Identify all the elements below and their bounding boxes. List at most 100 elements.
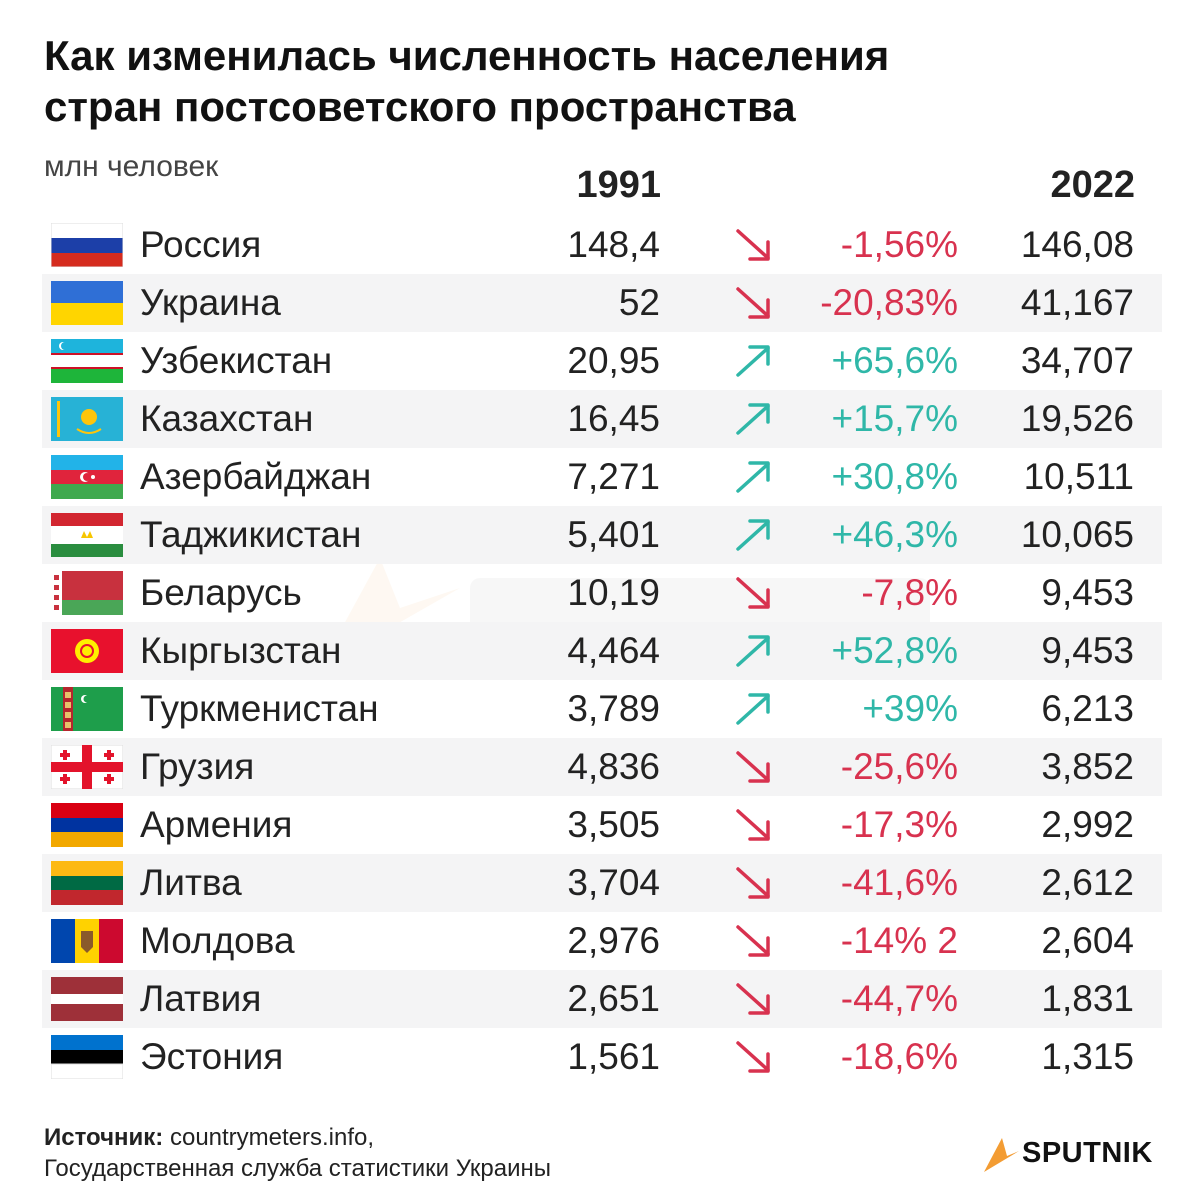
value-2022: 6,213 xyxy=(1041,688,1134,729)
arrow-up-right-icon xyxy=(732,342,776,380)
arrow-down-right-icon xyxy=(732,806,776,844)
value-1991: 148,4 xyxy=(567,224,660,265)
percent-change: -20,83% xyxy=(820,282,958,323)
table-row: Армения 3,505 -17,3% 2,992 xyxy=(42,796,1162,854)
lithuania-flag xyxy=(51,861,123,905)
country-name: Казахстан xyxy=(140,398,314,439)
value-1991: 4,836 xyxy=(567,746,660,787)
percent-change: +65,6% xyxy=(831,340,958,381)
arrow-down-right-icon xyxy=(732,1038,776,1076)
value-1991: 3,704 xyxy=(567,862,660,903)
latvia-flag xyxy=(51,977,123,1021)
table-row: Туркменистан 3,789 +39% 6,213 xyxy=(42,680,1162,738)
value-2022: 3,852 xyxy=(1041,746,1134,787)
value-1991: 52 xyxy=(618,282,660,323)
table-row: Таджикистан 5,401 +46,3% 10,065 xyxy=(42,506,1162,564)
azerbaijan-flag xyxy=(51,455,123,499)
arrow-down-right-icon xyxy=(732,748,776,786)
armenia-flag xyxy=(51,803,123,847)
country-name: Туркменистан xyxy=(140,688,379,729)
arrow-down-right-icon xyxy=(732,864,776,902)
table-row: Грузия 4,836 -25,6% 3,852 xyxy=(42,738,1162,796)
population-table: Россия 148,4 -1,56% 146,08 Украина 52 -20,83% 4… xyxy=(42,216,1162,1086)
column-header-2022: 2022 xyxy=(1050,164,1135,206)
arrow-up-right-icon xyxy=(732,400,776,438)
country-name: Узбекистан xyxy=(140,340,333,381)
country-name: Кыргызстан xyxy=(140,630,342,671)
percent-change: -41,6% xyxy=(840,862,958,903)
country-name: Беларусь xyxy=(140,572,302,613)
value-2022: 10,511 xyxy=(1023,456,1134,497)
table-row: Кыргызстан 4,464 +52,8% 9,453 xyxy=(42,622,1162,680)
arrow-down-right-icon xyxy=(732,922,776,960)
uzbekistan-flag xyxy=(51,339,123,383)
belarus-flag xyxy=(51,571,123,615)
source-label: Источник: xyxy=(44,1124,164,1151)
table-row: Эстония 1,561 -18,6% 1,315 xyxy=(42,1028,1162,1086)
value-1991: 1,561 xyxy=(567,1036,660,1077)
arrow-up-right-icon xyxy=(732,516,776,554)
table-row: Украина 52 -20,83% 41,167 xyxy=(42,274,1162,332)
table-row: Казахстан 16,45 +15,7% 19,526 xyxy=(42,390,1162,448)
source-text-2: Государственная служба статистики Украин… xyxy=(44,1155,551,1182)
value-1991: 3,505 xyxy=(567,804,660,845)
percent-change: +52,8% xyxy=(831,630,958,671)
sputnik-logo-text: SPUTNIK xyxy=(1022,1137,1153,1169)
value-1991: 20,95 xyxy=(567,340,660,381)
value-2022: 9,453 xyxy=(1041,630,1134,671)
tajikistan-flag xyxy=(51,513,123,557)
unit-label: млн человек xyxy=(44,150,219,183)
value-2022: 1,831 xyxy=(1041,978,1134,1019)
arrow-up-right-icon xyxy=(732,458,776,496)
country-name: Эстония xyxy=(140,1036,284,1077)
value-2022: 2,604 xyxy=(1041,920,1134,961)
table-row: Молдова 2,976 -14% 2 2,604 xyxy=(42,912,1162,970)
percent-change: -7,8% xyxy=(861,572,958,613)
column-header-1991: 1991 xyxy=(576,164,661,206)
table-row: Беларусь 10,19 -7,8% 9,453 xyxy=(42,564,1162,622)
percent-change: -1,56% xyxy=(840,224,958,265)
ukraine-flag xyxy=(51,281,123,325)
kyrgyzstan-flag xyxy=(51,629,123,673)
arrow-down-right-icon xyxy=(732,284,776,322)
value-2022: 1,315 xyxy=(1041,1036,1134,1077)
arrow-down-right-icon xyxy=(732,980,776,1018)
percent-change: +46,3% xyxy=(831,514,958,555)
percent-change: -17,3% xyxy=(840,804,958,845)
sputnik-logo: SPUTNIK xyxy=(982,1134,1172,1174)
table-row: Россия 148,4 -1,56% 146,08 xyxy=(42,216,1162,274)
country-name: Таджикистан xyxy=(140,514,362,555)
value-2022: 10,065 xyxy=(1020,514,1134,555)
value-1991: 16,45 xyxy=(567,398,660,439)
value-2022: 2,992 xyxy=(1041,804,1134,845)
value-1991: 2,651 xyxy=(567,978,660,1019)
value-1991: 10,19 xyxy=(567,572,660,613)
russia-flag xyxy=(51,223,123,267)
page-title: Как изменилась численность населения стр… xyxy=(44,30,1164,132)
country-name: Литва xyxy=(140,862,242,903)
country-name: Армения xyxy=(140,804,293,845)
value-1991: 7,271 xyxy=(567,456,660,497)
value-1991: 3,789 xyxy=(567,688,660,729)
country-name: Молдова xyxy=(140,920,295,961)
percent-change: -14% 2 xyxy=(840,920,958,961)
georgia-flag xyxy=(51,745,123,789)
country-name: Латвия xyxy=(140,978,262,1019)
percent-change: +30,8% xyxy=(831,456,958,497)
source-note: Источник: countrymeters.info, Государств… xyxy=(44,1122,551,1184)
value-2022: 19,526 xyxy=(1020,398,1134,439)
table-row: Латвия 2,651 -44,7% 1,831 xyxy=(42,970,1162,1028)
country-name: Россия xyxy=(140,224,262,265)
title-line-1: Как изменилась численность населения xyxy=(44,32,890,79)
arrow-down-right-icon xyxy=(732,226,776,264)
value-2022: 9,453 xyxy=(1041,572,1134,613)
moldova-flag xyxy=(51,919,123,963)
percent-change: +39% xyxy=(862,688,958,729)
percent-change: -18,6% xyxy=(840,1036,958,1077)
arrow-up-right-icon xyxy=(732,632,776,670)
table-row: Узбекистан 20,95 +65,6% 34,707 xyxy=(42,332,1162,390)
turkmenistan-flag xyxy=(51,687,123,731)
source-text-1: countrymeters.info, xyxy=(163,1124,375,1151)
value-1991: 5,401 xyxy=(567,514,660,555)
estonia-flag xyxy=(51,1035,123,1079)
